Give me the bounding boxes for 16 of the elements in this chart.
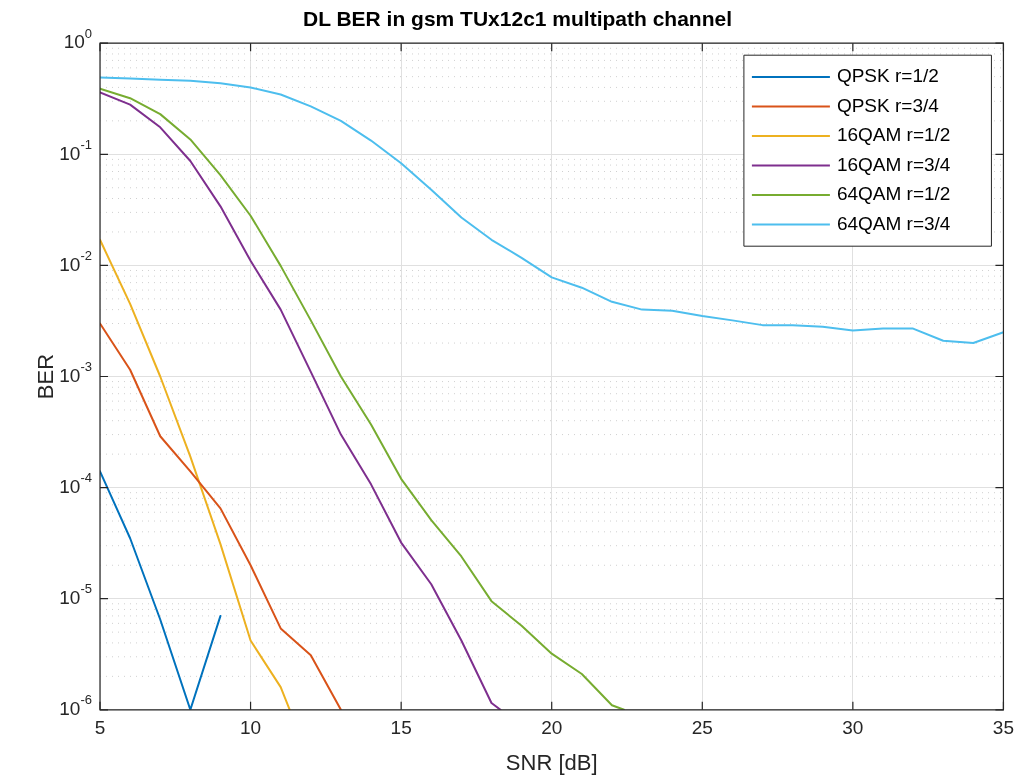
x-tick-label: 15 bbox=[390, 717, 412, 739]
y-axis-title: BER bbox=[33, 353, 59, 400]
legend-label: 64QAM r=3/4 bbox=[836, 212, 951, 234]
legend-label: QPSK r=3/4 bbox=[836, 94, 940, 116]
x-tick-label: 20 bbox=[541, 717, 563, 739]
x-tick-label: 30 bbox=[842, 717, 864, 739]
legend-label: 16QAM r=1/2 bbox=[836, 124, 951, 146]
x-tick-label: 25 bbox=[691, 717, 713, 739]
x-tick-label: 10 bbox=[240, 717, 262, 739]
x-tick-label: 5 bbox=[94, 717, 106, 739]
legend-label: QPSK r=1/2 bbox=[836, 65, 939, 87]
chart-title: DL BER in gsm TUx12c1 multipath channel bbox=[302, 7, 733, 31]
x-axis-title: SNR [dB] bbox=[505, 749, 598, 775]
x-tick-label: 35 bbox=[992, 717, 1014, 739]
legend-label: 16QAM r=3/4 bbox=[836, 153, 951, 175]
legend-label: 64QAM r=1/2 bbox=[836, 183, 951, 205]
